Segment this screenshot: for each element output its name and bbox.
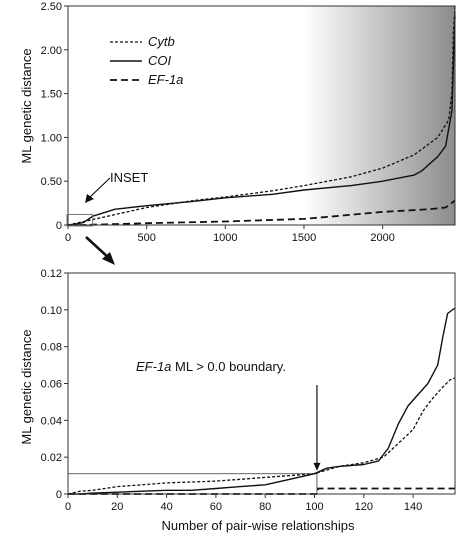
- top-x-tick-label: 2000: [370, 232, 394, 244]
- boundary-annotation: EF-1a ML > 0.0 boundary.: [136, 359, 286, 374]
- bot-x-tick-label: 60: [210, 501, 222, 513]
- bot-y-tick-label: 0.10: [41, 305, 62, 317]
- connector-arrow-head: [102, 252, 115, 265]
- boundary-arrow-head: [313, 462, 321, 471]
- bot-x-tick-label: 40: [160, 501, 172, 513]
- top-y-tick-label: 2.50: [41, 1, 62, 13]
- top-y-tick-label: 2.00: [41, 45, 62, 57]
- bot-x-tick-label: 80: [259, 501, 271, 513]
- bot-y-tick-label: 0.06: [41, 379, 62, 391]
- boundary-annotation-italic: EF-1a: [136, 359, 171, 374]
- top-y-tick-label: 0.50: [41, 176, 62, 188]
- boundary-annotation-text: ML > 0.0 boundary.: [171, 359, 286, 374]
- legend: Cytb COI EF-1a: [110, 34, 183, 87]
- bot-x-tick-label: 120: [355, 501, 373, 513]
- inset-label: INSET: [110, 170, 148, 185]
- top-gradient-band: [303, 6, 455, 225]
- top-x-tick-label: 0: [65, 232, 71, 244]
- top-y-tick-label: 0: [56, 220, 62, 232]
- legend-cytb-label: Cytb: [148, 34, 175, 49]
- bottom-x-axis-label: Number of pair-wise relationships: [162, 518, 355, 533]
- bot-y-tick-label: 0: [56, 489, 62, 501]
- bot-x-tick-label: 0: [65, 501, 71, 513]
- top-chart: 0 500 1000 1500 2000 0 0.50 1.00 1.50 2.00 2.50 M…: [19, 1, 456, 244]
- bot-series-coi-line: [68, 307, 456, 495]
- bot-x-tick-label: 100: [305, 501, 323, 513]
- inset-arrow: [89, 177, 111, 198]
- bot-y-tick-label: 0.08: [41, 342, 62, 354]
- top-x-tick-label: 1500: [292, 232, 316, 244]
- bot-y-tick-label: 0.02: [41, 452, 62, 464]
- bot-y-tick-label: 0.04: [41, 415, 62, 427]
- top-y-tick-label: 1.00: [41, 132, 62, 144]
- bot-x-tick-label: 20: [111, 501, 123, 513]
- top-x-tick-label: 1000: [213, 232, 237, 244]
- bot-x-tick-label: 140: [404, 501, 422, 513]
- bottom-plot-background: [68, 273, 455, 494]
- top-x-tick-label: 500: [137, 232, 155, 244]
- bottom-chart: 0 20 40 60 80 100 120 140 0 0.02 0.04 0.06 0.08 0.10…: [19, 268, 456, 533]
- top-series-ef1a-line: [68, 199, 456, 226]
- inset-box: [66, 213, 94, 227]
- top-plot-frame: [67, 5, 456, 226]
- inset-arrow-head: [85, 194, 94, 203]
- legend-coi-label: COI: [148, 53, 172, 68]
- bot-y-tick-label: 0.12: [41, 268, 62, 280]
- bottom-y-axis-label: ML genetic distance: [19, 329, 34, 444]
- connector-arrow: [85, 236, 111, 260]
- legend-ef1a-label: EF-1a: [148, 72, 183, 87]
- top-y-axis-label: ML genetic distance: [19, 48, 34, 163]
- top-y-tick-label: 1.50: [41, 89, 62, 101]
